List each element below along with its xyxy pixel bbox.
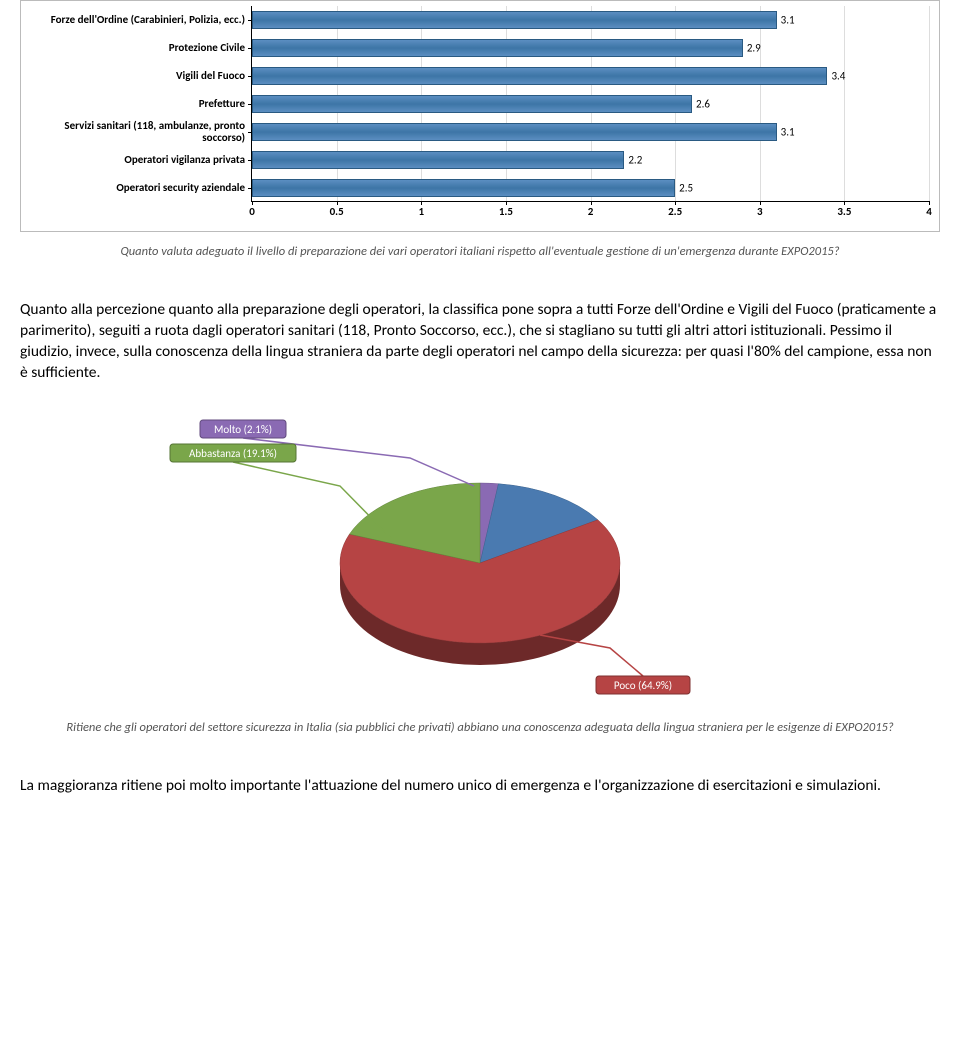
pie-chart-caption: Ritiene che gli operatori del settore si… bbox=[20, 720, 940, 736]
bar-item: 2.5 bbox=[252, 179, 675, 197]
bar-chart-container: Forze dell'Ordine (Carabinieri, Polizia,… bbox=[20, 0, 940, 232]
bar-value-label: 2.9 bbox=[747, 42, 761, 55]
bar-item: 3.4 bbox=[252, 67, 827, 85]
bar-x-tick-label: 1 bbox=[418, 205, 424, 218]
paragraph-1: Quanto alla percezione quanto alla prepa… bbox=[20, 300, 940, 384]
bar-category-label: Forze dell'Ordine (Carabinieri, Polizia,… bbox=[31, 6, 251, 34]
bar-x-tick-label: 2.5 bbox=[668, 205, 682, 218]
bar-x-tick-label: 1.5 bbox=[499, 205, 513, 218]
pie-chart-container: Molto (2.1%) Poco (64.9%) Abbastanza (19.1… bbox=[140, 408, 820, 708]
bar-chart-category-labels: Forze dell'Ordine (Carabinieri, Polizia,… bbox=[31, 6, 251, 226]
bar-item: 2.2 bbox=[252, 151, 624, 169]
bar-category-label: Vigili del Fuoco bbox=[31, 62, 251, 90]
bar-chart-plot-area: 00.511.522.533.543.12.93.42.63.12.22.5 bbox=[251, 6, 929, 202]
paragraph-2: La maggioranza ritiene poi molto importa… bbox=[20, 776, 940, 797]
bar-x-tick-label: 4 bbox=[926, 205, 932, 218]
bar-x-tick-label: 0 bbox=[249, 205, 255, 218]
bar-value-label: 3.1 bbox=[781, 126, 795, 139]
bar-item: 3.1 bbox=[252, 123, 777, 141]
bar-item: 2.9 bbox=[252, 39, 743, 57]
bar-x-tick-label: 2 bbox=[588, 205, 594, 218]
bar-chart-caption: Quanto valuta adeguato il livello di pre… bbox=[20, 244, 940, 260]
bar-chart-plot-column: 0 0.5 1 1.5 2 2.5 3 3.5 4 3.1 2.9 3.4 2.6 3.1 2.2 2.5 bbox=[251, 6, 929, 226]
bar-x-tick-label: 0.5 bbox=[330, 205, 344, 218]
bar-chart: Forze dell'Ordine (Carabinieri, Polizia,… bbox=[31, 6, 929, 226]
bar-category-label: Operatori vigilanza privata bbox=[31, 146, 251, 174]
bar-value-label: 3.4 bbox=[831, 70, 845, 83]
bar-value-label: 2.5 bbox=[679, 182, 693, 195]
bar-value-label: 3.1 bbox=[781, 14, 795, 27]
pie-callout-label: Abbastanza (19.1%) bbox=[189, 447, 277, 460]
bar-item: 2.6 bbox=[252, 95, 692, 113]
bar-value-label: 2.6 bbox=[696, 98, 710, 111]
bar-x-tick-label: 3.5 bbox=[837, 205, 851, 218]
pie-chart: Molto (2.1%) Poco (64.9%) Abbastanza (19.1… bbox=[140, 408, 820, 708]
bar-x-tick-label: 3 bbox=[757, 205, 763, 218]
bar-value-label: 2.2 bbox=[628, 154, 642, 167]
bar-category-label: Operatori security aziendale bbox=[31, 174, 251, 202]
pie-callout-label: Molto (2.1%) bbox=[214, 423, 272, 436]
bar-category-label: Servizi sanitari (118, ambulanze, pronto… bbox=[31, 118, 251, 146]
bar-category-label: Prefetture bbox=[31, 90, 251, 118]
pie-callout-label: Poco (64.9%) bbox=[614, 679, 672, 692]
bar-category-label: Protezione Civile bbox=[31, 34, 251, 62]
bar-item: 3.1 bbox=[252, 11, 777, 29]
